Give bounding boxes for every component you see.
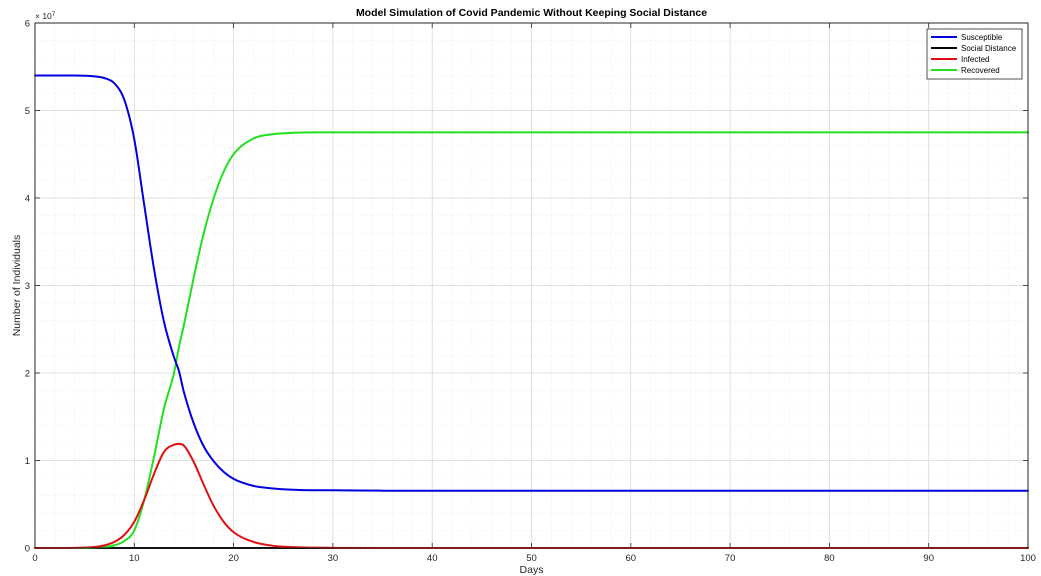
x-tick-label: 80 <box>824 553 835 564</box>
y-tick-label: 4 <box>25 194 30 205</box>
plot-area <box>34 22 1029 550</box>
legend-entries: Susceptible Social Distance Infected Recove… <box>931 33 1017 75</box>
legend-entry-susceptible: Susceptible <box>931 33 1003 42</box>
exponent-power: 7 <box>52 11 56 18</box>
x-tick-label: 40 <box>427 553 438 564</box>
x-tick-labels: 0 10 20 30 40 50 60 70 80 90 100 <box>32 553 1036 564</box>
x-tick-label: 20 <box>228 553 239 564</box>
y-tick-label: 2 <box>25 369 30 380</box>
chart-title: Model Simulation of Covid Pandemic Witho… <box>356 7 707 19</box>
legend-entry-social-distance: Social Distance <box>931 44 1017 53</box>
y-tick-label: 5 <box>25 106 30 117</box>
exponent-base: × 10 <box>35 11 52 21</box>
y-tick-labels: 0 1 2 3 4 5 6 <box>25 19 30 555</box>
y-tick-label: 3 <box>25 281 30 292</box>
y-tick-label: 1 <box>25 456 30 467</box>
x-axis-label: Days <box>520 564 544 576</box>
legend-label-recovered: Recovered <box>961 66 1000 75</box>
x-tick-label: 0 <box>32 553 37 564</box>
x-tick-label: 50 <box>526 553 537 564</box>
y-axis-exponent: × 107 <box>35 11 56 21</box>
y-axis-label: Number of Individuals <box>11 235 23 337</box>
legend-entry-infected: Infected <box>931 55 989 64</box>
series-line-recovered <box>34 131 1029 550</box>
legend-entry-recovered: Recovered <box>931 66 1000 75</box>
x-tick-label: 10 <box>129 553 140 564</box>
y-tick-label: 0 <box>25 544 30 555</box>
major-grid <box>35 23 1028 548</box>
legend-label-social-distance: Social Distance <box>961 44 1017 53</box>
legend-label-susceptible: Susceptible <box>961 33 1003 42</box>
legend-label-infected: Infected <box>961 55 989 64</box>
x-tick-label: 70 <box>725 553 736 564</box>
x-tick-label: 60 <box>626 553 637 564</box>
x-tick-label: 30 <box>328 553 339 564</box>
x-tick-label: 90 <box>923 553 934 564</box>
series-line-susceptible <box>34 74 1029 492</box>
x-tick-label: 100 <box>1020 553 1036 564</box>
y-tick-label: 6 <box>25 19 30 30</box>
legend: Susceptible Social Distance Infected Recove… <box>926 28 1023 80</box>
axis-ticks <box>34 22 1029 549</box>
